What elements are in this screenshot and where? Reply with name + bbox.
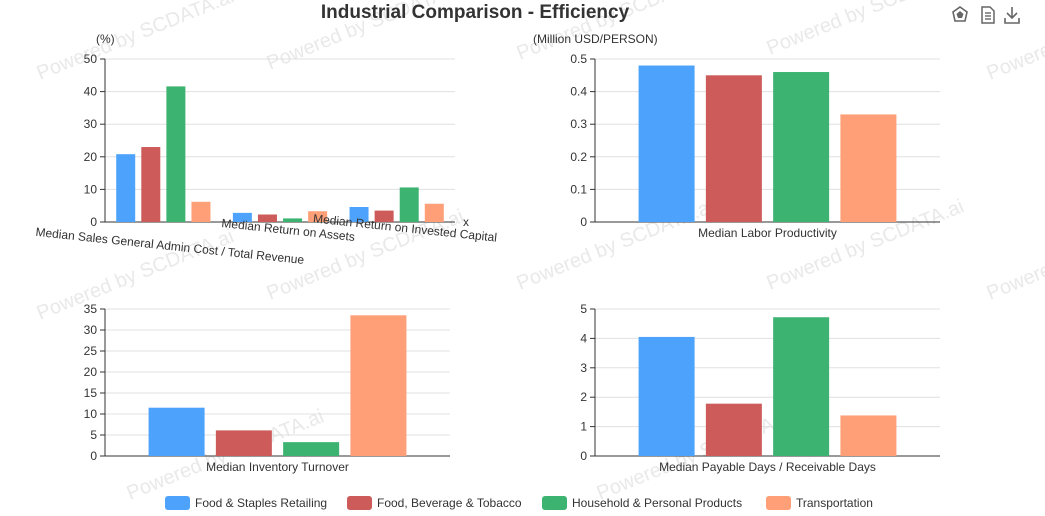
legend-label: Household & Personal Products xyxy=(572,496,743,510)
y-tick-label: 10 xyxy=(84,407,98,421)
legend-label: Food & Staples Retailing xyxy=(195,496,328,510)
y-tick-label: 5 xyxy=(90,428,97,442)
y-tick-label: 0.5 xyxy=(570,52,587,66)
bar[interactable] xyxy=(349,207,369,222)
bar[interactable] xyxy=(840,415,897,456)
bar[interactable] xyxy=(424,203,444,222)
y-tick-label: 0 xyxy=(90,215,97,229)
bar[interactable] xyxy=(374,210,394,222)
bar[interactable] xyxy=(283,218,303,222)
legend-swatch xyxy=(766,496,791,510)
x-category-label: Median Inventory Turnover xyxy=(206,460,349,474)
y-tick-label: 0.3 xyxy=(570,117,587,131)
legend-item[interactable]: Food & Staples Retailing xyxy=(165,492,327,514)
x-category-label: Median Labor Productivity xyxy=(698,226,837,240)
y-tick-label: 20 xyxy=(84,365,98,379)
y-tick-label: 0 xyxy=(580,215,587,229)
download-icon[interactable] xyxy=(1002,5,1022,25)
chart-title: Industrial Comparison - Efficiency xyxy=(320,2,630,23)
data-view-icon[interactable] xyxy=(978,5,998,25)
y-tick-label: 0.4 xyxy=(570,85,587,99)
bar[interactable] xyxy=(141,147,161,222)
legend-label: Transportation xyxy=(796,496,873,510)
bar[interactable] xyxy=(773,72,830,222)
bar[interactable] xyxy=(308,211,328,222)
legend-item[interactable]: Household & Personal Products xyxy=(542,492,742,514)
bar[interactable] xyxy=(215,430,272,456)
y-tick-label: 10 xyxy=(84,182,98,196)
bar[interactable] xyxy=(191,201,211,222)
y-tick-label: 0 xyxy=(580,449,587,463)
y-tick-label: 0.2 xyxy=(570,150,587,164)
bar[interactable] xyxy=(638,336,695,456)
x-axis-name: x xyxy=(463,215,469,229)
bar[interactable] xyxy=(840,114,897,222)
bar[interactable] xyxy=(773,317,830,456)
legend-swatch xyxy=(542,496,567,510)
bar[interactable] xyxy=(232,212,252,222)
chart-panel-3: 0 5 10 15 20 25 30 35 Median Inventory Turnover xyxy=(84,302,450,474)
bar[interactable] xyxy=(166,86,186,222)
bar[interactable] xyxy=(638,65,695,223)
y-tick-label: 35 xyxy=(84,302,98,316)
bar[interactable] xyxy=(350,315,407,456)
legend-swatch xyxy=(165,496,190,510)
bar[interactable] xyxy=(116,154,136,222)
y-tick-label: 40 xyxy=(84,85,98,99)
y-tick-label: 5 xyxy=(580,302,587,316)
y-tick-label: 20 xyxy=(84,150,98,164)
bar[interactable] xyxy=(705,403,762,456)
y-tick-label: 4 xyxy=(580,331,587,345)
y-tick-label: 3 xyxy=(580,361,587,375)
bar[interactable] xyxy=(283,442,340,456)
legend-swatch xyxy=(347,496,372,510)
y-tick-label: 50 xyxy=(84,52,98,66)
legend-item[interactable]: Transportation xyxy=(766,492,873,514)
bar[interactable] xyxy=(399,187,419,222)
y-axis-unit-label: (Million USD/PERSON) xyxy=(533,32,658,46)
y-tick-label: 15 xyxy=(84,386,98,400)
bar[interactable] xyxy=(705,75,762,222)
toolbox xyxy=(950,5,1030,27)
x-category-label: Median Payable Days / Receivable Days xyxy=(659,460,876,474)
y-tick-label: 30 xyxy=(84,323,98,337)
y-tick-label: 2 xyxy=(580,390,587,404)
y-tick-label: 0 xyxy=(90,449,97,463)
y-tick-label: 25 xyxy=(84,344,98,358)
legend: Food & Staples Retailing Food, Beverage &… xyxy=(0,492,1045,514)
chart-panel-4: 0 1 2 3 4 5 Median Payable Days / Receivable D… xyxy=(580,302,940,474)
y-axis-unit-label: (%) xyxy=(96,32,115,46)
bar[interactable] xyxy=(148,407,205,456)
y-tick-label: 0.1 xyxy=(570,182,587,196)
legend-label: Food, Beverage & Tobacco xyxy=(377,496,522,510)
chart-panel-2: 0 0.1 0.2 0.3 0.4 0.5 (Million USD/PERSON) Medi… xyxy=(533,32,940,240)
restore-icon[interactable] xyxy=(950,5,970,25)
y-tick-label: 1 xyxy=(580,420,587,434)
legend-item[interactable]: Food, Beverage & Tobacco xyxy=(347,492,522,514)
bar[interactable] xyxy=(257,214,277,222)
y-tick-label: 30 xyxy=(84,117,98,131)
